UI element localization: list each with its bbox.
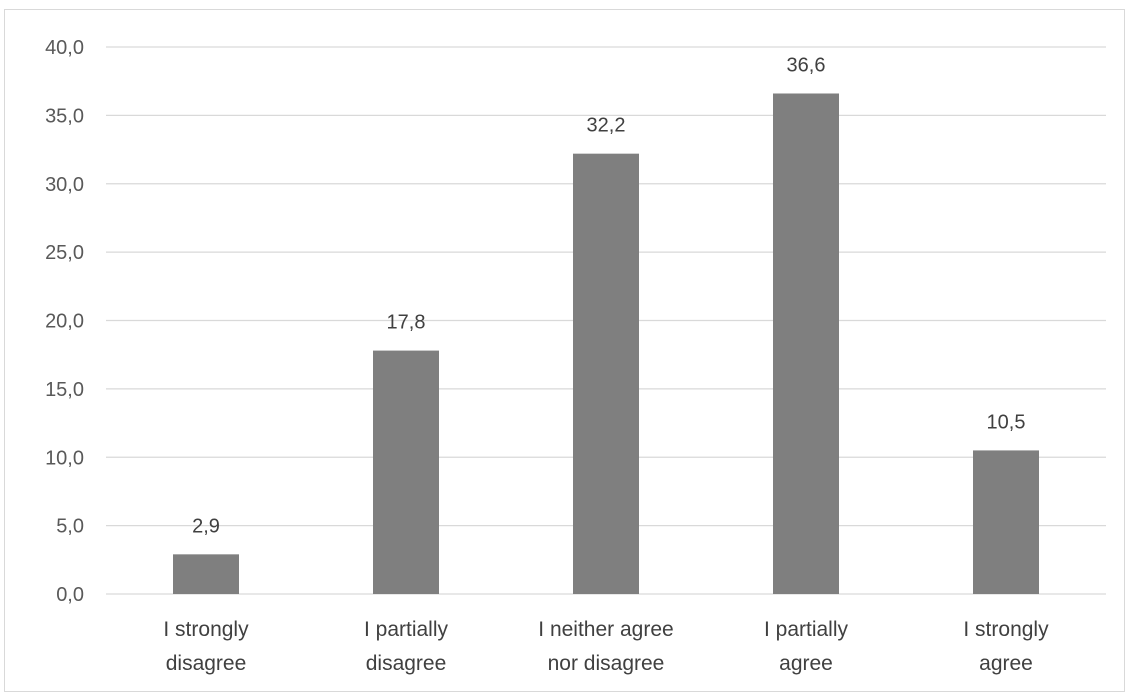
x-category-label-line: disagree <box>166 652 247 675</box>
x-category-label-line: disagree <box>366 652 447 675</box>
bar <box>573 153 639 595</box>
data-label: 36,6 <box>787 54 826 76</box>
x-category-label-line: I partially <box>764 618 849 641</box>
bar <box>773 93 839 595</box>
x-category-label-line: I partially <box>364 618 449 641</box>
y-tick-label: 0,0 <box>56 584 84 606</box>
x-category-label-line: agree <box>779 652 833 675</box>
y-tick-label: 20,0 <box>45 311 84 333</box>
x-category-label-line: I strongly <box>163 618 249 641</box>
y-tick-label: 25,0 <box>45 242 84 264</box>
data-label: 32,2 <box>587 115 626 137</box>
x-category-label-line: I strongly <box>963 618 1049 641</box>
bars <box>173 93 1039 595</box>
x-category-label: I partially agree <box>764 618 849 675</box>
x-category-label: I strongly disagree <box>163 618 249 675</box>
y-tick-label: 30,0 <box>45 174 84 196</box>
y-tick-label: 10,0 <box>45 447 84 469</box>
data-label: 10,5 <box>987 411 1026 433</box>
bar <box>373 350 439 594</box>
x-category-label: I partially disagree <box>364 618 449 675</box>
x-category-label-line: I neither agree <box>538 618 673 641</box>
x-category-label: I strongly agree <box>963 618 1049 675</box>
y-axis-tick-labels: 0,0 5,0 10,0 15,0 20,0 25,0 30,0 35,0 40,0 <box>45 37 84 606</box>
data-label: 17,8 <box>387 312 426 334</box>
y-tick-label: 15,0 <box>45 379 84 401</box>
data-labels: 2,9 17,8 32,2 36,6 10,5 <box>192 54 1025 537</box>
y-tick-label: 5,0 <box>56 516 84 538</box>
bar <box>973 450 1039 594</box>
x-category-label-line: nor disagree <box>548 652 665 675</box>
y-tick-label: 35,0 <box>45 105 84 127</box>
x-category-label: I neither agree nor disagree <box>538 618 673 675</box>
x-axis-category-labels: I strongly disagree I partially disagree I n… <box>163 618 1049 675</box>
x-category-label-line: agree <box>979 652 1033 675</box>
data-label: 2,9 <box>192 515 220 537</box>
y-tick-label: 40,0 <box>45 37 84 59</box>
bar <box>173 554 239 594</box>
